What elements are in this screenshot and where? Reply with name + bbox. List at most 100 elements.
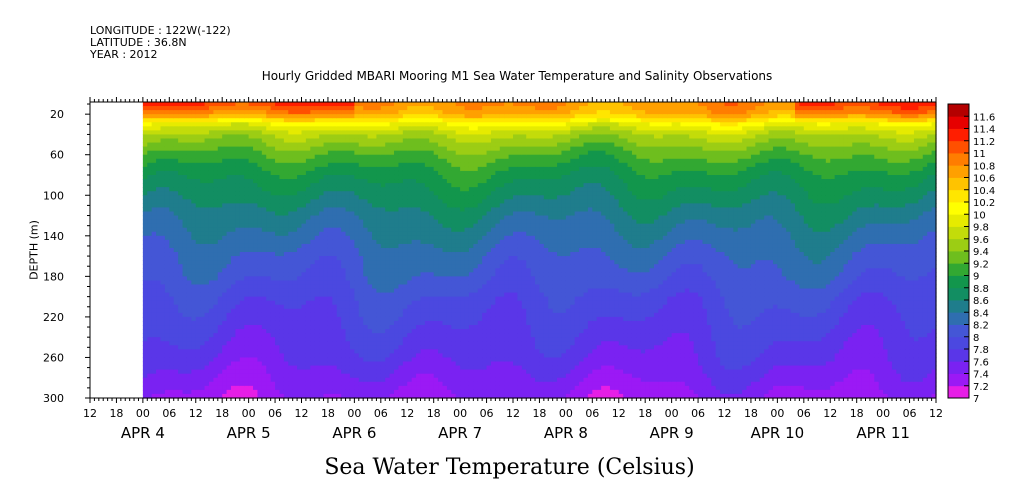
heatmap-cell bbox=[416, 381, 422, 387]
heatmap-cell bbox=[142, 296, 148, 302]
heatmap-cell bbox=[191, 312, 197, 318]
heatmap-cell bbox=[310, 268, 316, 273]
heatmap-cell bbox=[327, 312, 333, 318]
heatmap-cell bbox=[376, 239, 382, 245]
heatmap-cell bbox=[253, 247, 259, 253]
heatmap-cell bbox=[424, 385, 430, 391]
heatmap-cell bbox=[266, 118, 272, 123]
heatmap-cell bbox=[208, 146, 214, 152]
heatmap-cell bbox=[319, 333, 325, 338]
heatmap-cell bbox=[367, 252, 373, 257]
heatmap-cell bbox=[248, 134, 254, 140]
heatmap-cell bbox=[204, 264, 210, 269]
heatmap-cell bbox=[147, 150, 153, 156]
heatmap-cell bbox=[257, 154, 263, 160]
heatmap-cell bbox=[191, 325, 197, 330]
heatmap-cell bbox=[420, 179, 426, 184]
heatmap-cell bbox=[239, 146, 245, 152]
heatmap-cell bbox=[327, 385, 333, 391]
heatmap-cell bbox=[283, 207, 289, 213]
heatmap-cell bbox=[429, 373, 435, 379]
heatmap-cell bbox=[151, 187, 157, 192]
heatmap-cell bbox=[283, 337, 289, 342]
heatmap-cell bbox=[261, 243, 267, 249]
heatmap-cell bbox=[363, 337, 369, 342]
heatmap-cell bbox=[297, 130, 303, 136]
heatmap-cell bbox=[398, 183, 404, 188]
heatmap-cell bbox=[257, 329, 263, 334]
heatmap-cell bbox=[160, 252, 166, 257]
heatmap-cell bbox=[266, 247, 272, 253]
heatmap-cell bbox=[420, 122, 426, 127]
heatmap-cell bbox=[363, 304, 369, 310]
heatmap-cell bbox=[173, 195, 179, 200]
heatmap-cell bbox=[336, 187, 342, 192]
heatmap-cell bbox=[398, 357, 404, 363]
heatmap-cell bbox=[231, 292, 237, 298]
heatmap-cell bbox=[257, 118, 263, 123]
heatmap-cell bbox=[279, 102, 285, 107]
heatmap-cell bbox=[380, 239, 386, 245]
heatmap-cell bbox=[288, 158, 294, 164]
heatmap-cell bbox=[416, 377, 422, 383]
heatmap-cell bbox=[151, 114, 157, 119]
heatmap-cell bbox=[288, 296, 294, 302]
heatmap-cell bbox=[226, 199, 232, 204]
heatmap-cell bbox=[270, 320, 276, 326]
heatmap-cell bbox=[433, 154, 439, 160]
heatmap-cell bbox=[354, 154, 360, 160]
heatmap-cell bbox=[239, 174, 245, 180]
heatmap-cell bbox=[319, 223, 325, 229]
heatmap-cell bbox=[186, 329, 192, 334]
heatmap-cell bbox=[257, 353, 263, 359]
heatmap-cell bbox=[217, 353, 223, 359]
heatmap-cell bbox=[433, 329, 439, 334]
heatmap-cell bbox=[151, 227, 157, 233]
heatmap-cell bbox=[327, 325, 333, 330]
heatmap-cell bbox=[169, 142, 175, 148]
heatmap-cell bbox=[178, 106, 184, 111]
heatmap-cell bbox=[164, 316, 170, 322]
heatmap-cell bbox=[235, 146, 241, 152]
heatmap-cell bbox=[275, 183, 281, 188]
heatmap-cell bbox=[323, 247, 329, 253]
heatmap-cell bbox=[420, 118, 426, 123]
heatmap-cell bbox=[332, 219, 338, 225]
heatmap-cell bbox=[147, 138, 153, 144]
heatmap-cell bbox=[358, 114, 364, 119]
heatmap-cell bbox=[195, 227, 201, 233]
heatmap-cell bbox=[319, 203, 325, 209]
heatmap-cell bbox=[349, 264, 355, 269]
heatmap-cell bbox=[248, 235, 254, 241]
heatmap-cell bbox=[142, 292, 148, 298]
heatmap-cell bbox=[178, 239, 184, 245]
heatmap-cell bbox=[319, 118, 325, 123]
heatmap-cell bbox=[151, 162, 157, 168]
heatmap-cell bbox=[354, 304, 360, 310]
heatmap-cell bbox=[420, 389, 426, 395]
heatmap-cell bbox=[411, 357, 417, 363]
heatmap-cell bbox=[164, 284, 170, 290]
heatmap-cell bbox=[147, 320, 153, 326]
heatmap-cell bbox=[336, 325, 342, 330]
heatmap-cell bbox=[398, 146, 404, 152]
heatmap-cell bbox=[301, 365, 307, 371]
heatmap-cell bbox=[420, 219, 426, 225]
heatmap-cell bbox=[433, 110, 439, 115]
heatmap-cell bbox=[323, 329, 329, 334]
heatmap-cell bbox=[266, 337, 272, 342]
heatmap-cell bbox=[226, 280, 232, 286]
heatmap-cell bbox=[363, 373, 369, 379]
heatmap-cell bbox=[222, 341, 228, 346]
heatmap-cell bbox=[358, 170, 364, 176]
heatmap-cell bbox=[200, 195, 206, 200]
heatmap-cell bbox=[314, 292, 320, 298]
heatmap-cell bbox=[160, 353, 166, 359]
heatmap-cell bbox=[156, 122, 162, 127]
heatmap-cell bbox=[160, 118, 166, 123]
heatmap-cell bbox=[279, 365, 285, 371]
heatmap-cell bbox=[147, 252, 153, 257]
heatmap-cell bbox=[288, 345, 294, 350]
heatmap-cell bbox=[173, 110, 179, 115]
heatmap-cell bbox=[389, 300, 395, 306]
